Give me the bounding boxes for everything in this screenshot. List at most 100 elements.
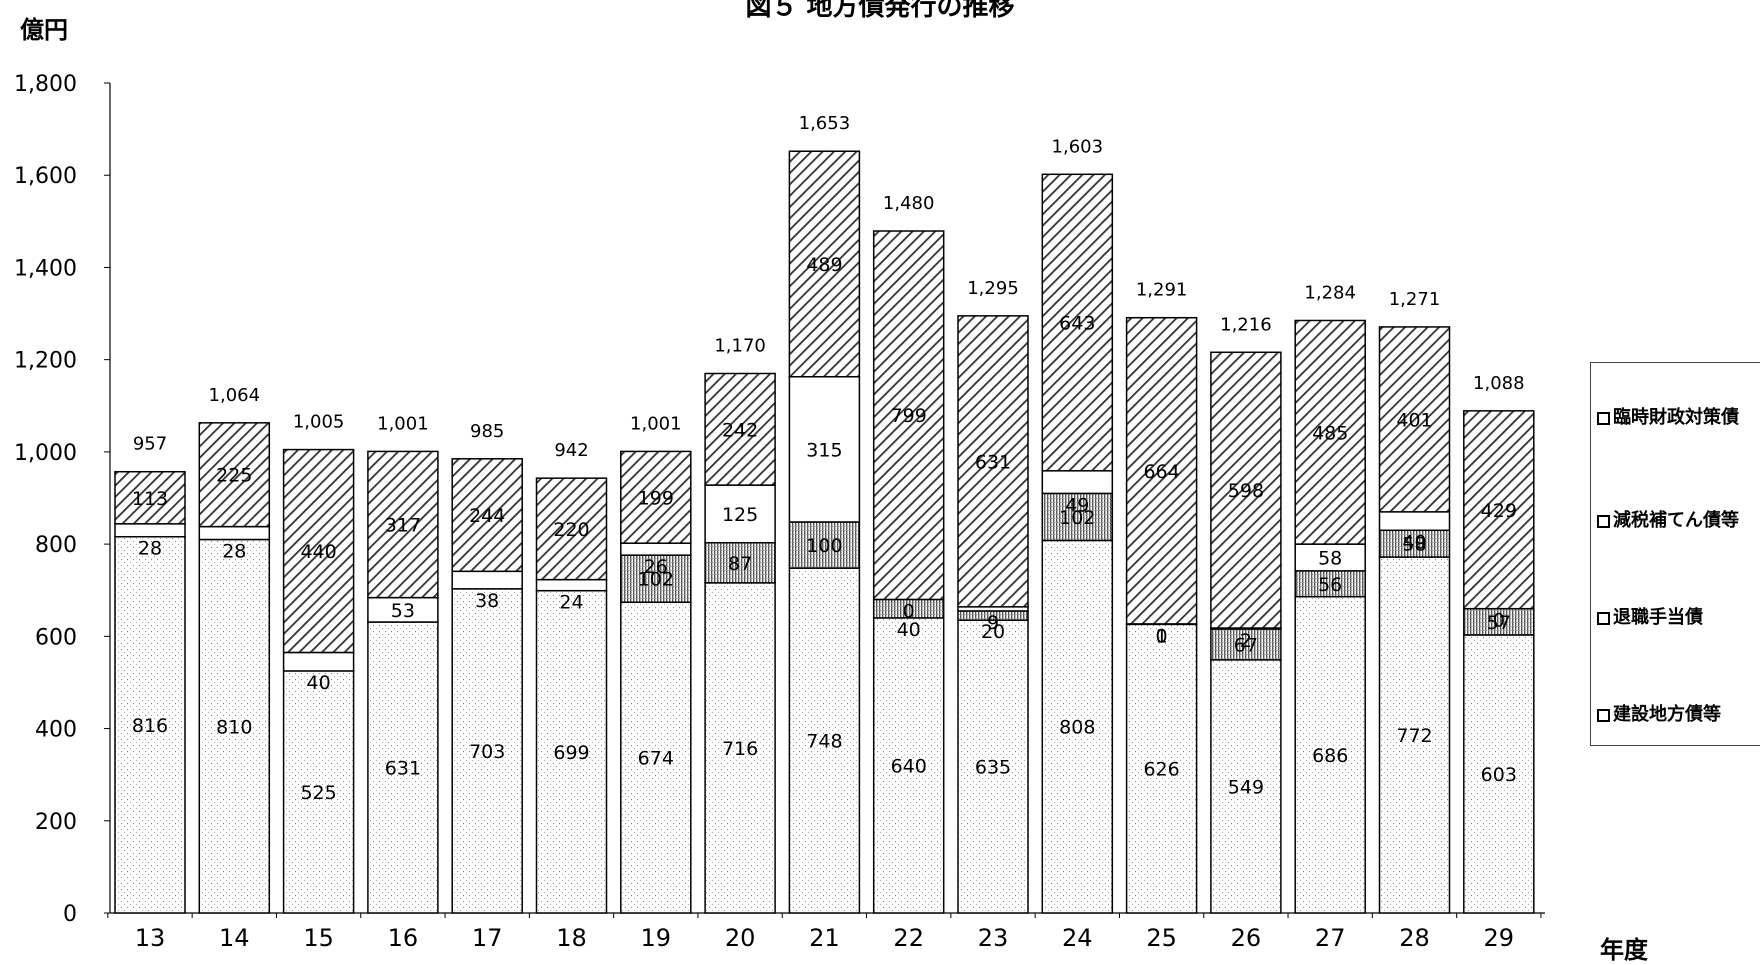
x-tick-label: 17	[472, 924, 503, 952]
data-label: 440	[300, 541, 336, 563]
y-tick-label: 1,400	[14, 256, 77, 281]
x-tick-label: 27	[1315, 924, 1346, 952]
data-label: 643	[1059, 313, 1095, 335]
total-label: 1,005	[293, 412, 345, 433]
bar-segment	[199, 527, 269, 540]
x-tick-label: 24	[1062, 924, 1093, 952]
data-label: 58	[1318, 547, 1342, 569]
y-tick-label: 400	[35, 718, 77, 743]
y-tick-label: 1,000	[14, 441, 77, 466]
data-label: 485	[1312, 422, 1348, 444]
data-label: 315	[806, 439, 842, 461]
total-label: 942	[554, 440, 588, 461]
total-label: 1,001	[630, 413, 682, 434]
data-label: 549	[1228, 776, 1264, 798]
data-label: 429	[1481, 500, 1517, 522]
data-label: 2	[1240, 630, 1252, 652]
total-label: 1,001	[377, 413, 429, 434]
legend-swatch-icon	[1597, 612, 1610, 625]
data-label: 401	[1396, 409, 1432, 431]
y-tick-label: 1,800	[14, 72, 77, 97]
y-tick-label: 1,600	[14, 164, 77, 189]
bar-segment	[452, 571, 522, 589]
data-label: 26	[644, 556, 668, 578]
total-label: 1,216	[1220, 314, 1272, 335]
data-label: 808	[1059, 717, 1095, 739]
x-tick-label: 26	[1231, 924, 1262, 952]
bar-segment	[537, 580, 607, 591]
legend-label: 臨時財政対策債	[1613, 407, 1739, 428]
data-label: 9	[987, 612, 999, 634]
data-label: 699	[553, 742, 589, 764]
x-tick-label: 21	[809, 924, 840, 952]
total-label: 1,291	[1136, 280, 1188, 301]
x-tick-label: 28	[1399, 924, 1430, 952]
data-label: 525	[300, 782, 336, 804]
legend-label: 建設地方債等	[1613, 704, 1721, 725]
legend-item-series-1: 建設地方債等	[1597, 700, 1721, 726]
data-label: 0	[903, 600, 915, 622]
data-label: 674	[638, 748, 674, 770]
data-label: 38	[475, 590, 499, 612]
total-label: 1,170	[714, 336, 766, 357]
data-label: 28	[222, 541, 246, 563]
data-label: 748	[806, 731, 842, 753]
bar-segment	[1042, 471, 1112, 494]
legend-item-series-2: 退職手当債	[1597, 603, 1703, 629]
data-label: 598	[1228, 480, 1264, 502]
data-label: 772	[1396, 725, 1432, 747]
data-label: 100	[806, 535, 842, 557]
x-tick-label: 29	[1484, 924, 1515, 952]
data-label: 703	[469, 741, 505, 763]
bar-segment	[621, 543, 691, 555]
data-label: 1	[1156, 625, 1168, 647]
total-label: 1,284	[1304, 282, 1356, 303]
data-label: 0	[1493, 610, 1505, 632]
bar-segment	[115, 524, 185, 537]
data-label: 317	[385, 515, 421, 537]
x-tick-label: 25	[1146, 924, 1177, 952]
data-label: 816	[132, 715, 168, 737]
data-label: 220	[553, 519, 589, 541]
data-label: 686	[1312, 745, 1348, 767]
total-label: 1,653	[799, 113, 851, 134]
x-tick-label: 14	[219, 924, 250, 952]
data-label: 664	[1143, 461, 1179, 483]
x-tick-label: 16	[388, 924, 419, 952]
data-label: 24	[559, 592, 583, 614]
data-label: 199	[638, 487, 674, 509]
data-label: 40	[307, 672, 331, 694]
data-label: 489	[806, 254, 842, 276]
legend-swatch-icon	[1597, 515, 1610, 528]
total-label: 1,480	[883, 193, 935, 214]
y-tick-label: 600	[35, 625, 77, 650]
legend-label: 減税補てん債等	[1613, 510, 1739, 531]
data-label: 635	[975, 757, 1011, 779]
total-label: 1,271	[1389, 289, 1441, 310]
data-label: 242	[722, 419, 758, 441]
data-label: 603	[1481, 764, 1517, 786]
data-label: 799	[891, 405, 927, 427]
legend-swatch-icon	[1597, 709, 1610, 722]
legend-label: 退職手当債	[1613, 607, 1703, 628]
data-label: 56	[1318, 574, 1342, 596]
data-label: 40	[1402, 531, 1426, 553]
x-tick-label: 18	[556, 924, 587, 952]
x-tick-label: 19	[641, 924, 672, 952]
y-tick-label: 200	[35, 810, 77, 835]
data-label: 28	[138, 538, 162, 560]
data-label: 631	[975, 451, 1011, 473]
x-tick-label: 13	[135, 924, 166, 952]
total-label: 1,064	[209, 385, 261, 406]
x-tick-label: 22	[893, 924, 924, 952]
data-label: 225	[216, 465, 252, 487]
x-tick-label: 20	[725, 924, 756, 952]
data-label: 631	[385, 758, 421, 780]
legend-swatch-icon	[1597, 412, 1610, 425]
x-tick-label: 23	[978, 924, 1009, 952]
bar-segment	[1380, 512, 1450, 530]
total-label: 985	[470, 421, 504, 442]
legend-item-series-4: 臨時財政対策債	[1597, 403, 1739, 429]
data-label: 87	[728, 553, 752, 575]
